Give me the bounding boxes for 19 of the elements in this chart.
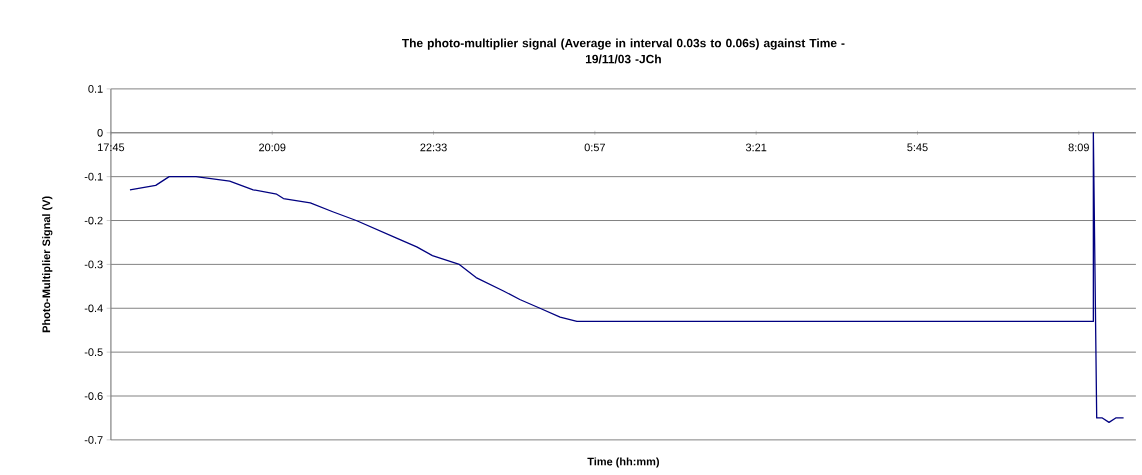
y-tick-label: 0 bbox=[97, 128, 103, 137]
y-tick-label: 0.1 bbox=[88, 85, 103, 93]
y-tick-label: -0.5 bbox=[84, 348, 103, 357]
chart-title: The photo-multiplier signal (Average in interval 0.03s to 0.06s) against Time - 19/11/03 -JCh bbox=[402, 38, 845, 64]
x-tick-label: 20:09 bbox=[259, 143, 286, 152]
x-tick-label: 22:33 bbox=[420, 143, 447, 152]
x-axis-title: Time (hh:mm) bbox=[587, 457, 659, 468]
x-tick-label: 0:57 bbox=[584, 143, 605, 152]
x-tick-label: 5:45 bbox=[907, 143, 928, 152]
y-tick-label: -0.6 bbox=[84, 392, 103, 400]
y-tick-label: -0.7 bbox=[84, 436, 103, 444]
x-tick-label: 8:09 bbox=[1068, 143, 1089, 152]
y-tick-label: -0.4 bbox=[84, 304, 103, 313]
y-tick-label: -0.3 bbox=[84, 260, 103, 269]
x-tick-label: 3:21 bbox=[745, 143, 767, 152]
y-axis-title: Photo-Multiplier Signal (V) bbox=[42, 196, 53, 333]
y-tick-label: -0.1 bbox=[84, 172, 103, 181]
y-tick-label: -0.2 bbox=[84, 216, 103, 225]
x-tick-label: 17:45 bbox=[98, 143, 125, 152]
